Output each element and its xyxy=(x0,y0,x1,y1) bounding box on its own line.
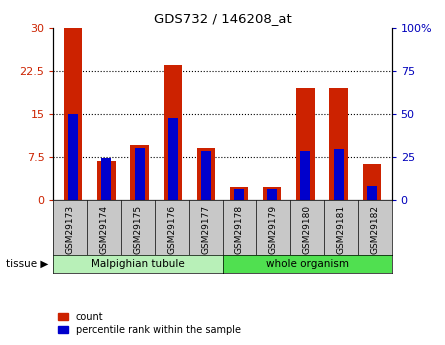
Bar xyxy=(135,148,145,200)
Bar xyxy=(367,186,376,200)
Text: Malpighian tubule: Malpighian tubule xyxy=(91,259,185,269)
Text: whole organism: whole organism xyxy=(266,259,348,269)
Bar xyxy=(97,161,116,200)
Text: GSM29182: GSM29182 xyxy=(370,205,379,254)
Bar xyxy=(197,148,215,200)
Bar xyxy=(267,189,277,200)
Title: GDS732 / 146208_at: GDS732 / 146208_at xyxy=(154,12,291,25)
Bar xyxy=(334,149,344,200)
Text: GSM29176: GSM29176 xyxy=(167,205,176,254)
Text: GSM29179: GSM29179 xyxy=(269,205,278,254)
Bar xyxy=(164,65,182,200)
Bar xyxy=(300,151,310,200)
Text: GSM29181: GSM29181 xyxy=(336,205,345,254)
Text: GSM29175: GSM29175 xyxy=(134,205,142,254)
Bar xyxy=(69,114,78,200)
Text: GSM29173: GSM29173 xyxy=(66,205,75,254)
Text: GSM29180: GSM29180 xyxy=(303,205,312,254)
Bar xyxy=(234,189,244,200)
Bar xyxy=(101,158,111,200)
Text: GSM29174: GSM29174 xyxy=(100,205,109,254)
Bar xyxy=(168,118,178,200)
Bar xyxy=(64,28,82,200)
Bar xyxy=(130,146,149,200)
Bar xyxy=(230,187,248,200)
Bar xyxy=(263,187,281,200)
Bar xyxy=(329,88,348,200)
Bar xyxy=(201,151,211,200)
Text: GSM29177: GSM29177 xyxy=(201,205,210,254)
Bar xyxy=(363,165,381,200)
Bar xyxy=(296,88,315,200)
Text: tissue ▶: tissue ▶ xyxy=(6,259,49,269)
Text: GSM29178: GSM29178 xyxy=(235,205,244,254)
Legend: count, percentile rank within the sample: count, percentile rank within the sample xyxy=(58,312,241,335)
